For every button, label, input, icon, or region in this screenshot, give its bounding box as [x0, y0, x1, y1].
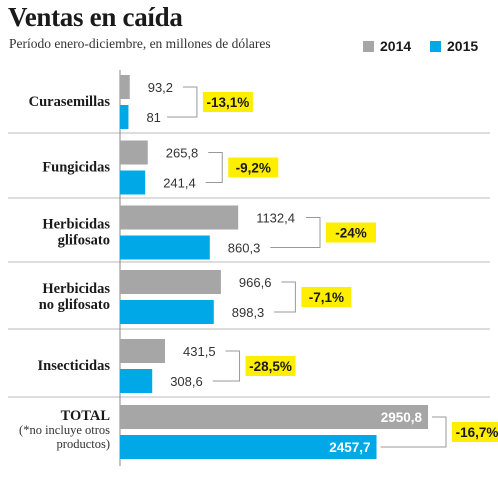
change-highlight-fungicidas: [228, 157, 279, 178]
change-label-insecticidas: -28,5%: [249, 359, 292, 374]
bar-herbicidas-glifosato-2015: [120, 235, 210, 260]
value-label-herbicidas-no-glifosato-2014: 966,6: [239, 275, 272, 290]
category-label-herbicidas-no-glifosato: no glifosato: [39, 297, 110, 313]
change-highlight-insecticidas: [245, 356, 296, 376]
bar-fungicidas-2015: [120, 170, 146, 195]
value-label-insecticidas-2015: 308,6: [170, 374, 203, 389]
category-note: productos): [57, 437, 110, 451]
bar-herbicidas-no-glifosato-2015: [120, 300, 214, 324]
bar-total-2014: [120, 405, 428, 429]
value-label-herbicidas-no-glifosato-2015: 898,3: [232, 305, 265, 320]
bar-insecticidas-2014: [120, 339, 166, 363]
legend-label-2014: 2014: [380, 38, 412, 54]
value-label-curasemillas-2014: 93,2: [148, 80, 173, 95]
value-label-fungicidas-2015: 241,4: [163, 176, 196, 191]
change-bracket-insecticidas: [212, 350, 241, 382]
legend-swatch-2014: [363, 40, 374, 52]
category-label-herbicidas-glifosato: glifosato: [58, 233, 110, 249]
value-label-herbicidas-glifosato-2015: 860,3: [228, 241, 261, 256]
bar-insecticidas-2015: [120, 369, 153, 393]
value-label-insecticidas-2014: 431,5: [183, 344, 216, 359]
category-note: (*no incluye otros: [19, 423, 110, 437]
category-label-curasemillas: Curasemillas: [29, 94, 111, 110]
legend-item-2014: 2014: [363, 38, 411, 54]
category-label-total: TOTAL: [61, 408, 111, 424]
legend-label-2015: 2015: [447, 38, 479, 54]
bar-herbicidas-glifosato-2014: [120, 205, 239, 230]
legend-item-2015: 2015: [430, 38, 478, 54]
change-label-curasemillas: -13,1%: [207, 95, 250, 110]
change-highlight-curasemillas: [202, 92, 253, 112]
change-highlight-herbicidas-glifosato: [325, 222, 376, 243]
change-bracket-herbicidas-no-glifosato: [274, 281, 296, 313]
change-label-herbicidas-glifosato: -24%: [335, 226, 367, 241]
bar-curasemillas-2015: [120, 105, 129, 129]
value-label-total-2015: 2457,7: [329, 440, 370, 455]
change-highlight-total: [452, 422, 498, 442]
change-bracket-curasemillas: [167, 86, 198, 118]
bar-total-2015: [120, 435, 377, 459]
change-bracket-fungicidas: [205, 152, 223, 183]
category-label-fungicidas: Fungicidas: [42, 160, 110, 176]
category-label-herbicidas-no-glifosato: Herbicidas: [42, 281, 110, 297]
value-label-curasemillas-2015: 81: [146, 110, 160, 125]
change-bracket-herbicidas-glifosato: [270, 217, 321, 248]
value-label-total-2014: 2950,8: [381, 410, 423, 425]
change-bracket-total: [380, 416, 447, 448]
category-label-herbicidas-glifosato: Herbicidas: [42, 217, 110, 233]
legend-swatch-2015: [430, 40, 441, 52]
change-label-total: -16,7%: [456, 425, 498, 440]
chart-title: Ventas en caída: [8, 2, 183, 32]
bar-curasemillas-2014: [120, 75, 130, 99]
bar-herbicidas-no-glifosato-2014: [120, 270, 221, 294]
bar-fungicidas-2014: [120, 140, 148, 165]
chart-subtitle: Período enero-diciembre, en millones de …: [9, 36, 271, 51]
change-label-herbicidas-no-glifosato: -7,1%: [309, 290, 344, 305]
value-label-fungicidas-2014: 265,8: [166, 146, 199, 161]
category-label-insecticidas: Insecticidas: [38, 358, 111, 374]
change-label-fungicidas: -9,2%: [236, 161, 271, 176]
change-highlight-herbicidas-no-glifosato: [301, 287, 352, 307]
value-label-herbicidas-glifosato-2014: 1132,4: [256, 211, 295, 226]
